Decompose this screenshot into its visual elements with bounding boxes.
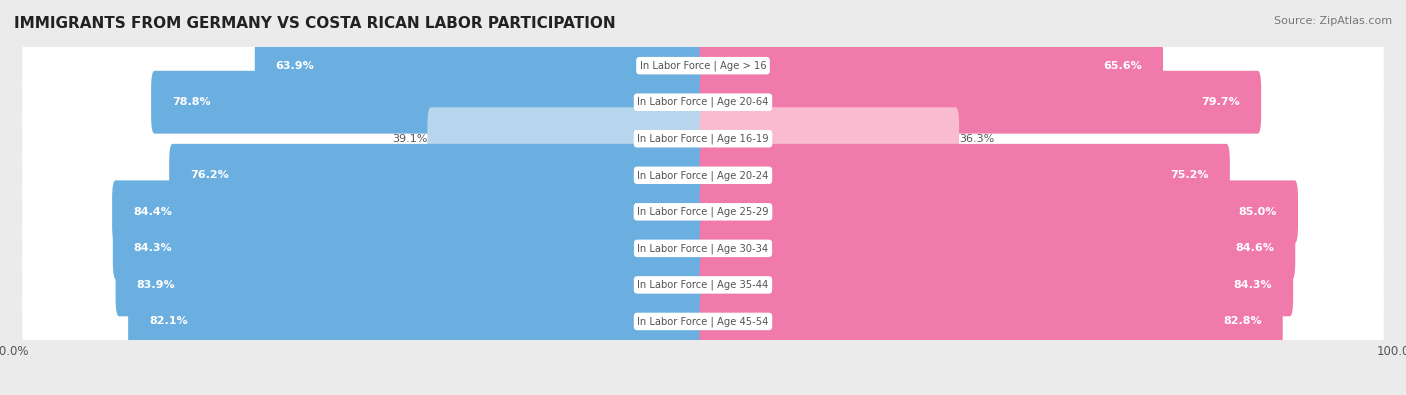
Text: Source: ZipAtlas.com: Source: ZipAtlas.com [1274,16,1392,26]
Text: 63.9%: 63.9% [276,61,315,71]
Text: 65.6%: 65.6% [1104,61,1142,71]
Text: In Labor Force | Age 20-64: In Labor Force | Age 20-64 [637,97,769,107]
Text: 39.1%: 39.1% [392,134,427,144]
FancyBboxPatch shape [700,290,1282,353]
Text: 84.3%: 84.3% [1233,280,1272,290]
FancyBboxPatch shape [22,22,1384,109]
FancyBboxPatch shape [700,71,1261,134]
Text: 85.0%: 85.0% [1239,207,1277,217]
Text: 84.4%: 84.4% [134,207,172,217]
Text: 82.1%: 82.1% [149,316,187,326]
FancyBboxPatch shape [700,181,1298,243]
Text: IMMIGRANTS FROM GERMANY VS COSTA RICAN LABOR PARTICIPATION: IMMIGRANTS FROM GERMANY VS COSTA RICAN L… [14,16,616,31]
Text: 84.3%: 84.3% [134,243,173,253]
Text: 36.3%: 36.3% [959,134,994,144]
FancyBboxPatch shape [128,290,706,353]
Text: In Labor Force | Age > 16: In Labor Force | Age > 16 [640,60,766,71]
FancyBboxPatch shape [22,205,1384,292]
FancyBboxPatch shape [22,95,1384,182]
FancyBboxPatch shape [22,241,1384,329]
FancyBboxPatch shape [22,132,1384,219]
Text: In Labor Force | Age 45-54: In Labor Force | Age 45-54 [637,316,769,327]
Text: 78.8%: 78.8% [172,97,211,107]
FancyBboxPatch shape [700,254,1294,316]
FancyBboxPatch shape [254,34,706,97]
FancyBboxPatch shape [169,144,706,207]
Text: 75.2%: 75.2% [1170,170,1209,180]
Text: 79.7%: 79.7% [1202,97,1240,107]
FancyBboxPatch shape [22,58,1384,146]
FancyBboxPatch shape [700,144,1230,207]
FancyBboxPatch shape [22,168,1384,256]
Text: In Labor Force | Age 16-19: In Labor Force | Age 16-19 [637,134,769,144]
Text: 84.6%: 84.6% [1236,243,1274,253]
Text: 82.8%: 82.8% [1223,316,1261,326]
Text: In Labor Force | Age 30-34: In Labor Force | Age 30-34 [637,243,769,254]
Legend: Immigrants from Germany, Costa Rican: Immigrants from Germany, Costa Rican [547,392,859,395]
FancyBboxPatch shape [700,107,959,170]
Text: 76.2%: 76.2% [190,170,229,180]
Text: 83.9%: 83.9% [136,280,176,290]
Text: In Labor Force | Age 20-24: In Labor Force | Age 20-24 [637,170,769,181]
FancyBboxPatch shape [150,71,706,134]
Text: In Labor Force | Age 35-44: In Labor Force | Age 35-44 [637,280,769,290]
FancyBboxPatch shape [700,34,1163,97]
Text: In Labor Force | Age 25-29: In Labor Force | Age 25-29 [637,207,769,217]
FancyBboxPatch shape [700,217,1295,280]
FancyBboxPatch shape [112,181,706,243]
FancyBboxPatch shape [115,254,706,316]
FancyBboxPatch shape [427,107,706,170]
FancyBboxPatch shape [22,278,1384,365]
FancyBboxPatch shape [112,217,706,280]
